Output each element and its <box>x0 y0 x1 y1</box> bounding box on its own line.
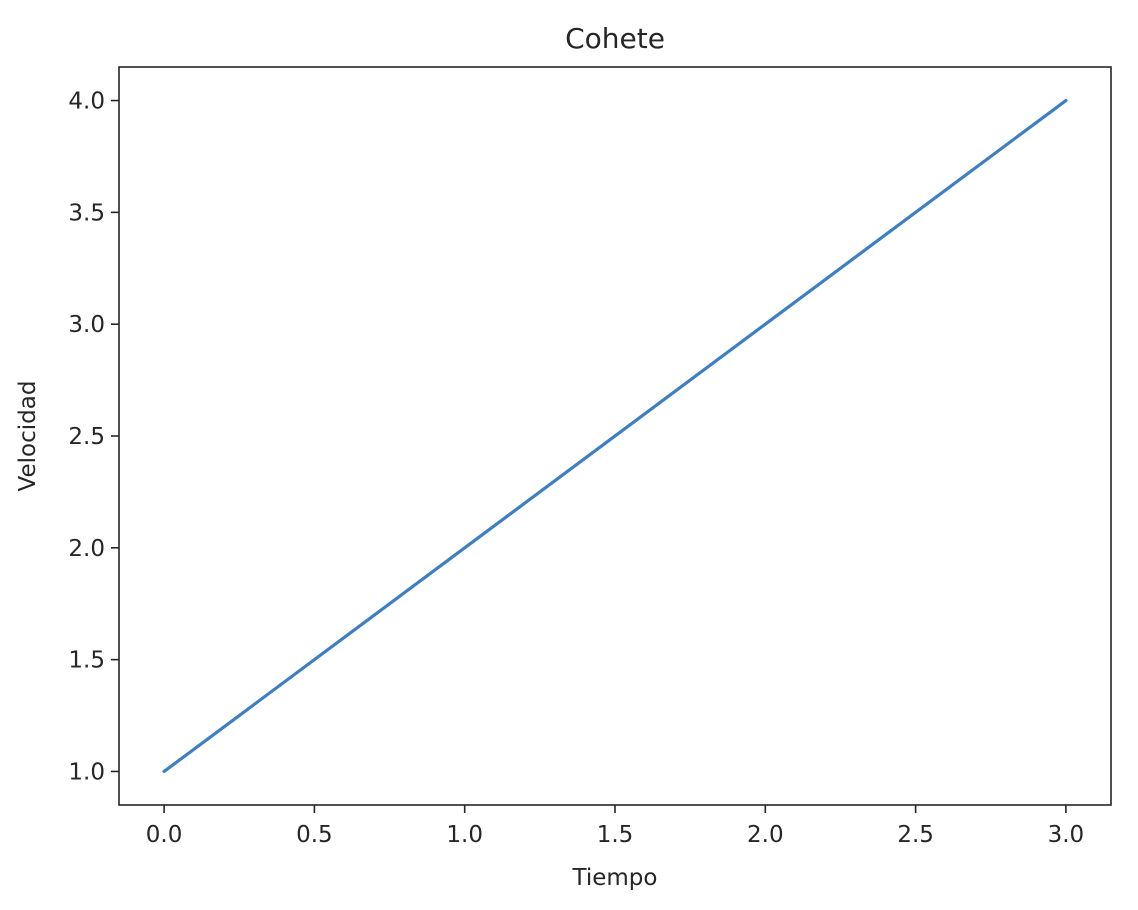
x-axis-ticks: 0.0 0.5 1.0 1.5 2.0 2.5 3.0 <box>146 805 1084 848</box>
x-axis-label: Tiempo <box>572 865 658 891</box>
y-tick-label: 3.5 <box>68 200 105 226</box>
y-tick-label: 2.5 <box>68 424 105 450</box>
y-tick-label: 3.0 <box>68 312 105 338</box>
y-tick-label: 1.5 <box>68 648 105 674</box>
series-line-0 <box>162 98 1068 774</box>
y-axis-ticks: 1.0 1.5 2.0 2.5 3.0 3.5 4.0 <box>68 89 119 785</box>
x-tick-label: 0.0 <box>146 822 183 848</box>
y-tick-label: 2.0 <box>68 536 105 562</box>
plot-area <box>162 98 1068 774</box>
axes-frame <box>118 66 1112 806</box>
x-tick-label: 3.0 <box>1048 822 1085 848</box>
x-tick-label: 1.0 <box>446 822 483 848</box>
x-tick-label: 1.5 <box>597 822 634 848</box>
x-tick-label: 0.5 <box>296 822 333 848</box>
x-tick-label: 2.5 <box>897 822 934 848</box>
y-axis-label: Velocidad <box>15 381 41 492</box>
y-tick-label: 1.0 <box>68 759 105 785</box>
y-tick-label: 4.0 <box>68 89 105 115</box>
x-tick-label: 2.0 <box>747 822 784 848</box>
chart-title: Cohete <box>565 22 665 55</box>
